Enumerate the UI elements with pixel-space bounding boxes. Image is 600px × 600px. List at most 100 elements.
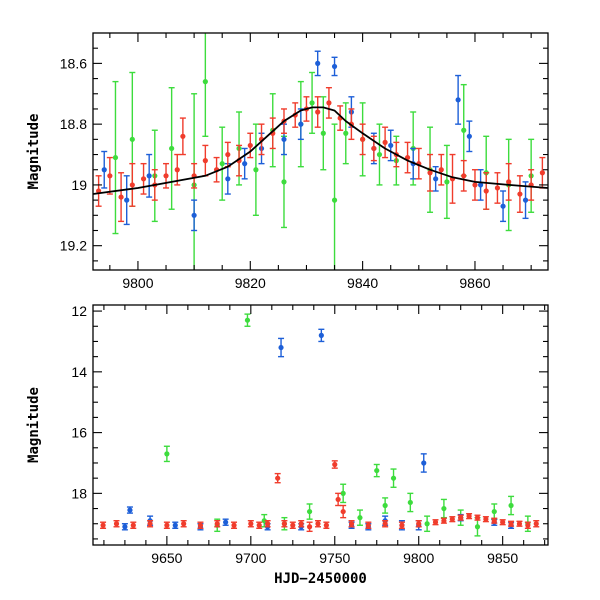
data-point-red (265, 521, 271, 527)
data-point-blue (500, 203, 506, 209)
data-point-green (390, 475, 397, 481)
data-point-green (164, 451, 170, 457)
data-point-blue (281, 136, 287, 142)
data-point-green (253, 167, 259, 173)
data-point-red (494, 185, 501, 191)
x-tick-label: 9860 (459, 275, 490, 291)
data-point-red (438, 167, 444, 173)
data-point-red (382, 521, 388, 527)
data-point-red (461, 173, 467, 179)
y-tick-label: 18.8 (60, 116, 87, 132)
data-point-green (244, 317, 251, 323)
data-point-green (376, 151, 383, 158)
data-point-green (202, 79, 208, 85)
data-point-green (169, 145, 175, 152)
data-point-red (483, 188, 489, 194)
data-point-blue (191, 212, 197, 218)
data-point-red (202, 158, 208, 164)
y-tick-label: 19.2 (60, 238, 87, 254)
y-tick-label: 16 (71, 425, 87, 441)
data-point-red (197, 522, 204, 528)
data-point-blue (522, 197, 529, 203)
data-point-red (491, 518, 497, 524)
data-point-green (407, 499, 413, 506)
data-point-red (214, 521, 220, 527)
data-point-red (466, 513, 472, 519)
x-tick-label: 9800 (403, 550, 434, 566)
plot-area-top (93, 33, 548, 270)
data-point-red (365, 522, 371, 528)
x-tick-label: 9840 (347, 275, 378, 291)
x-tick-label: 9650 (151, 550, 182, 566)
data-point-red (449, 516, 455, 522)
data-point-green (374, 467, 380, 474)
series-red (100, 460, 540, 533)
data-point-red (100, 522, 106, 528)
data-point-blue (466, 133, 472, 139)
data-point-red (458, 515, 464, 521)
data-point-red (348, 521, 355, 527)
data-point-blue (225, 176, 231, 182)
data-point-green (444, 179, 450, 185)
data-point-green (343, 130, 349, 136)
data-point-blue (433, 176, 439, 182)
data-point-red (516, 521, 523, 527)
data-point-red (335, 496, 341, 503)
data-point-red (147, 521, 153, 527)
data-point-red (163, 173, 169, 179)
data-point-red (508, 521, 514, 527)
data-point-blue (421, 460, 427, 466)
data-point-red (506, 179, 512, 185)
data-point-red (500, 519, 506, 525)
data-point-red (140, 176, 147, 182)
data-point-blue (318, 332, 324, 338)
data-point-red (474, 515, 481, 521)
data-point-red (323, 522, 329, 528)
model-curve (93, 106, 548, 195)
data-point-red (432, 519, 439, 525)
data-point-red (256, 522, 262, 528)
data-point-blue (331, 63, 338, 70)
data-point-blue (242, 161, 248, 167)
data-point-red (275, 475, 281, 481)
data-point-red (371, 145, 377, 152)
data-point-red (441, 518, 447, 524)
data-point-blue (146, 173, 152, 179)
panel-bottom: 9650 9700 9750 9800 9850 12 14 16 18 Magnitude HJD… (26, 303, 549, 587)
series-red (95, 86, 546, 223)
y-tick-label: 18.6 (60, 55, 87, 71)
data-point-red (180, 133, 186, 139)
data-point-green (129, 136, 135, 142)
series-blue (121, 328, 515, 531)
data-point-green (508, 502, 514, 509)
data-point-green (491, 508, 497, 515)
data-point-red (107, 173, 113, 179)
y-tick-label: 14 (71, 364, 87, 380)
data-point-blue (101, 167, 107, 173)
plot-area-bottom (100, 313, 540, 537)
data-point-red (332, 461, 338, 468)
data-point-red (174, 167, 180, 173)
data-point-green (382, 502, 388, 509)
data-point-red (315, 109, 321, 115)
panel-top: 9800 9820 9840 9860 18.6 18.8 19 19.2 Magnitude (26, 32, 549, 291)
x-tick-label: 9820 (235, 275, 266, 291)
y-tick-label: 18 (71, 485, 87, 501)
data-point-red (130, 522, 136, 528)
data-point-blue (477, 182, 484, 188)
data-point-blue (223, 519, 229, 525)
data-point-green (309, 100, 315, 106)
data-point-red (231, 522, 237, 528)
data-point-blue (122, 524, 128, 530)
data-point-red (525, 522, 531, 528)
data-point-blue (278, 344, 284, 351)
data-point-blue (455, 97, 461, 103)
data-point-red (164, 522, 170, 528)
data-point-red (113, 521, 120, 527)
y-axis-label: Magnitude (26, 387, 42, 463)
data-point-red (517, 191, 523, 197)
data-point-green (306, 508, 313, 515)
x-tick-label: 9800 (122, 275, 153, 291)
data-point-green (281, 179, 287, 185)
